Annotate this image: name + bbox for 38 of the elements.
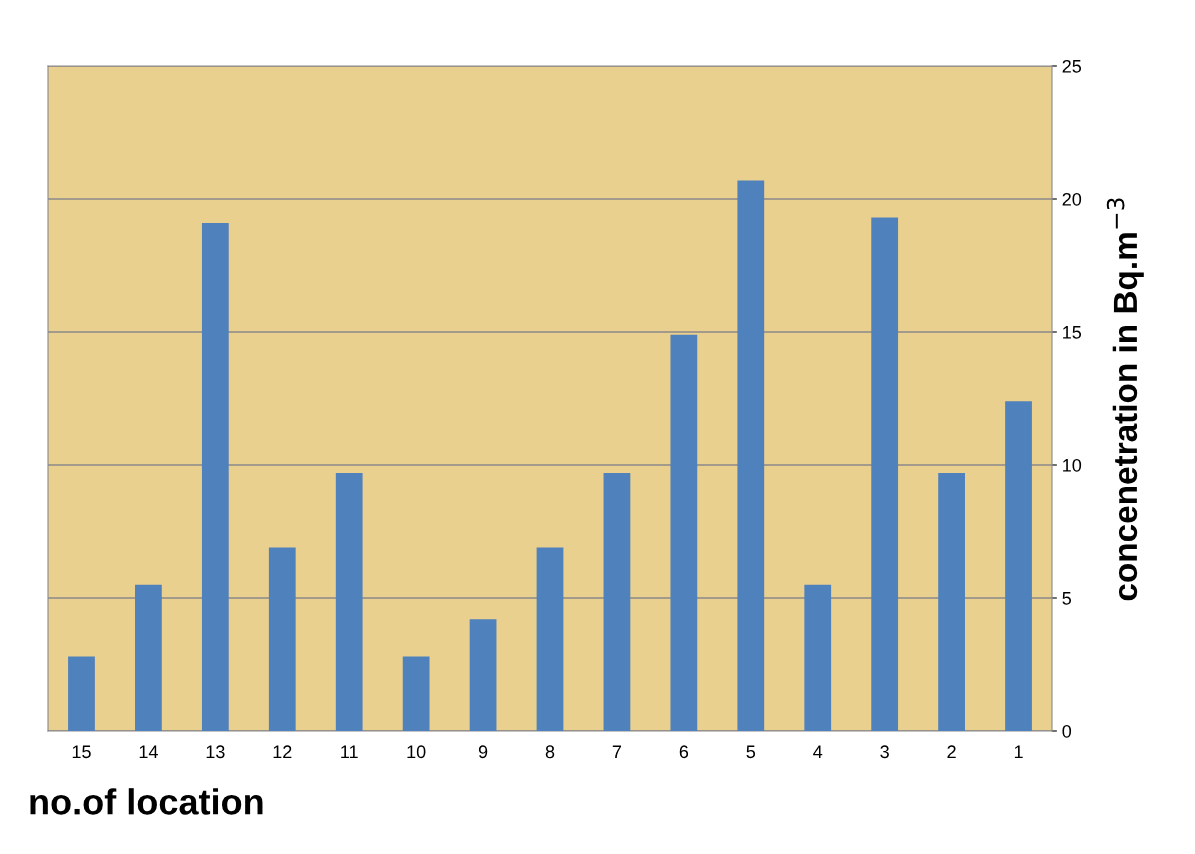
bar	[670, 334, 698, 731]
x-tick-label: 9	[478, 745, 488, 759]
y-axis-title: concenetration in Bq.m$^{−3}$	[1106, 198, 1144, 601]
x-tick-label: 3	[880, 745, 889, 759]
bar	[469, 619, 497, 731]
x-tick-label: 7	[612, 745, 622, 758]
bar	[536, 547, 564, 731]
y-tick-label: 25	[1062, 59, 1082, 73]
x-tick-label: 4	[813, 745, 823, 758]
x-tick-label: 6	[679, 745, 689, 759]
bar	[938, 472, 965, 731]
x-axis-title: no.of location	[30, 788, 263, 815]
y-tick-label: 15	[1063, 326, 1082, 339]
bar	[603, 472, 631, 731]
bar	[335, 472, 363, 731]
y-tick-label: 10	[1063, 458, 1082, 472]
bar	[135, 584, 162, 731]
bar	[737, 180, 765, 731]
x-tick-label: 10	[407, 745, 426, 759]
bar	[804, 584, 832, 731]
x-tick-label: 8	[545, 745, 555, 759]
x-tick-label: 1	[1014, 745, 1023, 758]
x-tick-label: 13	[206, 745, 225, 759]
y-tick-label: 20	[1062, 192, 1082, 206]
y-tick-label: 5	[1062, 592, 1072, 605]
bar	[268, 547, 296, 731]
bar	[871, 217, 899, 731]
y-tick-label: 0	[1062, 724, 1072, 738]
x-tick-label: 11	[341, 745, 358, 758]
x-tick-label: 14	[139, 745, 158, 758]
x-tick-label: 2	[947, 745, 956, 758]
x-tick-label: 5	[746, 745, 756, 759]
bar	[201, 222, 229, 731]
x-tick-label: 15	[72, 745, 91, 759]
x-tick-label: 12	[273, 745, 292, 758]
bar	[402, 656, 430, 731]
bar	[68, 656, 95, 731]
bar	[1005, 401, 1032, 731]
